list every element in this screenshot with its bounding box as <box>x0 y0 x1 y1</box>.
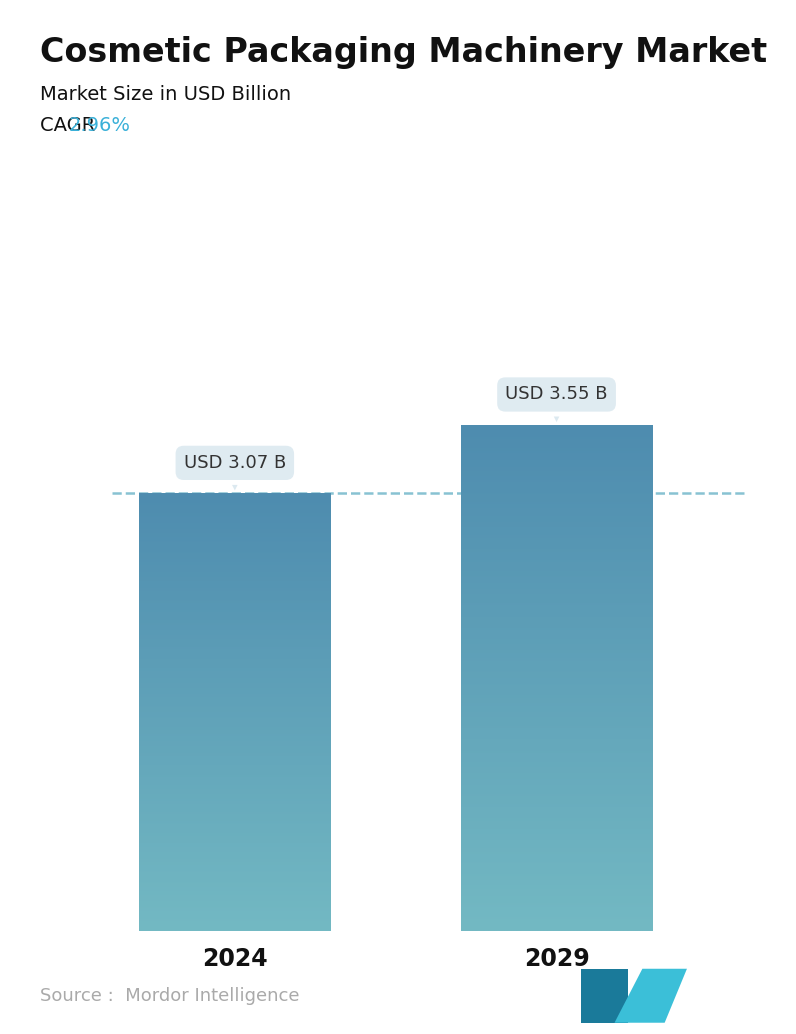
Text: USD 3.55 B: USD 3.55 B <box>505 386 608 422</box>
Polygon shape <box>581 969 628 1023</box>
Text: CAGR: CAGR <box>40 116 101 134</box>
Text: 2.96%: 2.96% <box>68 116 131 134</box>
Polygon shape <box>615 969 687 1023</box>
Text: Market Size in USD Billion: Market Size in USD Billion <box>40 85 291 103</box>
Text: Cosmetic Packaging Machinery Market: Cosmetic Packaging Machinery Market <box>40 36 767 69</box>
Text: USD 3.07 B: USD 3.07 B <box>184 454 286 490</box>
Text: Source :  Mordor Intelligence: Source : Mordor Intelligence <box>40 987 299 1005</box>
